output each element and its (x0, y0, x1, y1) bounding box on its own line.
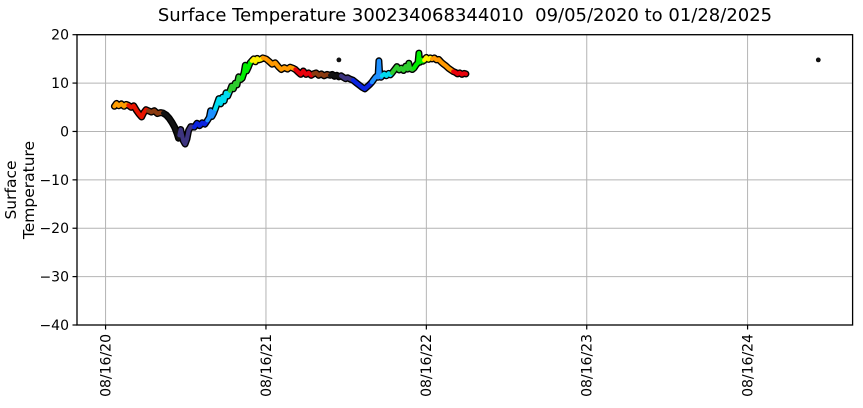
outlier-point (815, 57, 821, 63)
series-segment (293, 67, 316, 78)
x-tick-label: 08/16/22 (419, 334, 435, 397)
series-segment (350, 78, 374, 91)
chart-title: Surface Temperature 300234068344010 09/0… (157, 5, 773, 26)
series-segment (430, 55, 456, 74)
series-segment (240, 58, 254, 81)
series-segment (177, 124, 197, 147)
y-tick-label: −30 (39, 270, 69, 286)
series-segment (369, 58, 385, 85)
y-tick-label: −20 (39, 221, 69, 237)
x-tick-label: 08/16/20 (98, 334, 114, 397)
series-segment (390, 61, 417, 75)
series-segment (249, 55, 265, 64)
series-segment (205, 106, 218, 123)
x-tick-label: 08/16/24 (740, 334, 756, 397)
series-segment (112, 101, 131, 109)
y-tick-label: 20 (51, 28, 69, 44)
series-segment (126, 103, 151, 120)
series-segment (379, 70, 395, 78)
y-tick-label: −10 (39, 173, 69, 189)
series-segment (192, 118, 210, 130)
x-tick-label: 08/16/23 (580, 334, 596, 397)
y-tick-label: 0 (60, 124, 69, 140)
x-tick-label: 08/16/21 (259, 334, 275, 397)
outlier-point (336, 57, 342, 63)
y-tick-label: 10 (51, 76, 69, 92)
series-segment (260, 55, 298, 72)
series-segment (311, 70, 333, 78)
series-segment (161, 111, 182, 141)
series-segment (213, 88, 232, 111)
series-segment (451, 69, 468, 77)
series-segment (227, 74, 245, 93)
series-segment (146, 108, 166, 116)
series-segment (339, 73, 356, 83)
y-tick-label: −40 (39, 318, 69, 334)
